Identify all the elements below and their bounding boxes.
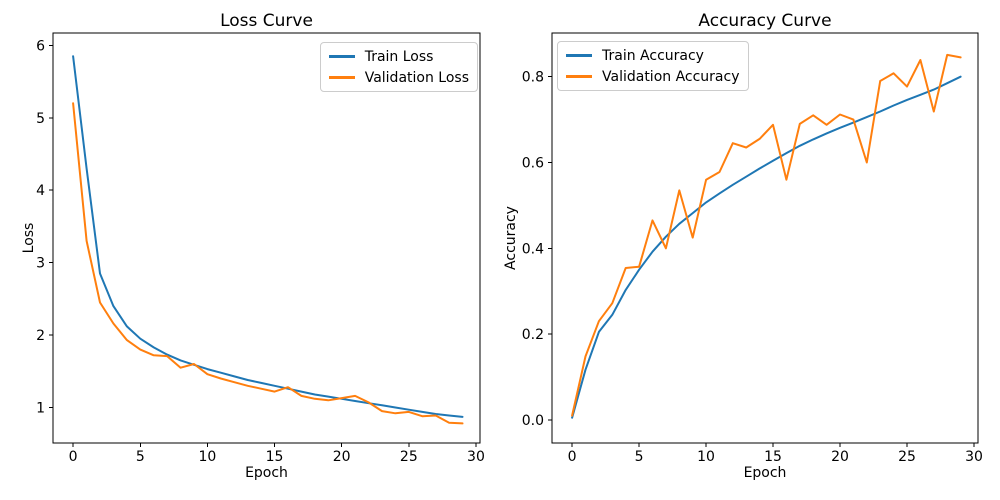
axes-spines bbox=[551, 32, 979, 444]
legend-label: Train Loss bbox=[364, 48, 434, 65]
x-tick-label: 30 bbox=[467, 449, 485, 465]
x-tick-label: 15 bbox=[266, 449, 284, 465]
axes-spines bbox=[52, 32, 481, 444]
y-tick-label: 4 bbox=[36, 183, 45, 199]
legend-item-validation-accuracy: Validation Accuracy bbox=[566, 67, 740, 86]
x-tick-label: 25 bbox=[898, 449, 916, 465]
legend-item-validation-loss: Validation Loss bbox=[328, 68, 469, 87]
accuracy-legend: Train Accuracy Validation Accuracy bbox=[557, 41, 749, 91]
validation-loss-swatch bbox=[328, 76, 355, 79]
validation-accuracy-line bbox=[571, 53, 962, 417]
loss-xaxis-label: Epoch bbox=[245, 465, 288, 481]
x-tick-label: 5 bbox=[635, 449, 644, 465]
accuracy-yaxis-label: Accuracy bbox=[503, 206, 519, 270]
train-loss-swatch bbox=[328, 55, 355, 58]
x-tick-label: 30 bbox=[965, 449, 983, 465]
y-tick-label: 6 bbox=[36, 38, 45, 54]
y-tick-label: 1 bbox=[36, 401, 45, 417]
x-tick-label: 10 bbox=[697, 449, 715, 465]
x-tick-label: 0 bbox=[568, 449, 577, 465]
loss-chart-title: Loss Curve bbox=[220, 11, 313, 31]
legend-label: Validation Accuracy bbox=[602, 68, 740, 85]
validation-loss-line bbox=[72, 102, 464, 425]
x-tick-label: 25 bbox=[400, 449, 418, 465]
train-accuracy-swatch bbox=[566, 54, 592, 57]
x-tick-label: 20 bbox=[831, 449, 849, 465]
legend-item-train-accuracy: Train Accuracy bbox=[566, 46, 740, 65]
accuracy-chart-title: Accuracy Curve bbox=[698, 11, 832, 31]
x-tick-label: 5 bbox=[136, 449, 145, 465]
train-loss-line bbox=[72, 55, 464, 418]
legend-label: Validation Loss bbox=[364, 69, 469, 86]
validation-accuracy-swatch bbox=[566, 75, 592, 78]
y-tick-label: 3 bbox=[36, 256, 45, 272]
y-tick-label: 0.8 bbox=[522, 70, 544, 86]
y-tick-label: 0.4 bbox=[522, 241, 544, 257]
accuracy-xaxis-label: Epoch bbox=[743, 465, 787, 481]
loss-legend: Train Loss Validation Loss bbox=[319, 42, 478, 92]
y-tick-label: 0.2 bbox=[522, 327, 544, 343]
legend-label: Train Accuracy bbox=[602, 47, 704, 64]
legend-item-train-loss: Train Loss bbox=[328, 47, 469, 66]
y-tick-label: 5 bbox=[36, 111, 45, 127]
x-tick-label: 20 bbox=[333, 449, 351, 465]
x-tick-label: 10 bbox=[199, 449, 217, 465]
x-tick-label: 15 bbox=[764, 449, 782, 465]
train-accuracy-line bbox=[571, 75, 962, 419]
loss-yaxis-label: Loss bbox=[21, 222, 37, 254]
x-tick-label: 0 bbox=[69, 449, 78, 465]
y-tick-label: 0.0 bbox=[522, 413, 544, 429]
y-tick-label: 2 bbox=[36, 328, 45, 344]
y-tick-label: 0.6 bbox=[522, 156, 544, 172]
